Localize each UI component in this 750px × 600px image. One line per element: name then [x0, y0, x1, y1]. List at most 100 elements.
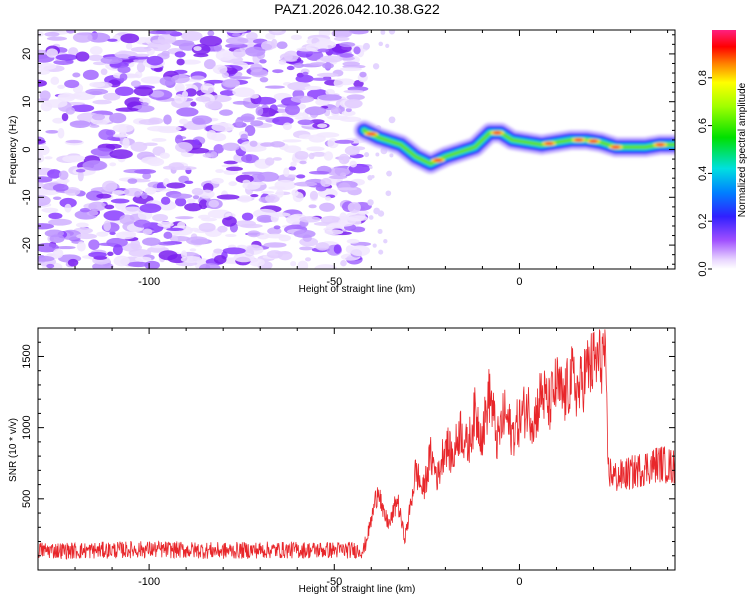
noise-blob — [293, 62, 305, 69]
noise-blob — [244, 46, 266, 57]
faint-speckle — [364, 152, 370, 158]
noise-blob — [174, 134, 183, 145]
signal-hotspot-core — [544, 142, 554, 146]
noise-blob — [339, 41, 356, 48]
noise-blob — [201, 217, 218, 222]
noise-blob — [309, 190, 319, 200]
noise-blob — [272, 69, 284, 74]
noise-blob — [198, 222, 216, 232]
spectrogram-x-tick-label: -50 — [326, 276, 342, 288]
noise-blob — [168, 162, 185, 171]
noise-blob — [195, 96, 211, 103]
noise-blob — [298, 134, 314, 140]
noise-blob — [127, 178, 138, 184]
noise-blob — [256, 116, 271, 120]
noise-blob — [64, 79, 80, 89]
noise-blob — [288, 166, 297, 171]
noise-blob — [153, 66, 163, 73]
noise-blob — [85, 190, 104, 201]
snr-series-line — [38, 329, 675, 560]
noise-blob — [107, 251, 114, 257]
noise-blob — [57, 84, 66, 90]
noise-blob — [61, 112, 69, 122]
spectrogram-y-tick-label: 20 — [21, 48, 33, 60]
noise-blob — [198, 263, 221, 269]
noise-blob — [337, 187, 358, 191]
noise-blob — [52, 183, 69, 192]
noise-blob — [243, 244, 264, 255]
noise-blob — [144, 260, 160, 269]
noise-blob — [325, 88, 335, 96]
noise-blob — [259, 76, 269, 83]
noise-blob — [57, 127, 65, 139]
noise-blob — [170, 74, 190, 84]
noise-blob — [251, 181, 266, 186]
noise-blob — [304, 257, 312, 262]
noise-blob — [159, 76, 176, 86]
faint-speckle — [372, 243, 377, 248]
faint-speckle — [386, 171, 390, 176]
noise-blob — [232, 87, 255, 98]
noise-blob — [91, 113, 106, 121]
signal-hotspot-core — [366, 132, 376, 136]
noise-blob — [46, 36, 68, 41]
noise-blob — [294, 181, 318, 187]
noise-blob — [38, 154, 45, 163]
noise-blob — [150, 90, 165, 98]
faint-speckle — [373, 207, 381, 215]
faint-speckle — [362, 42, 370, 50]
noise-blob — [260, 142, 275, 147]
signal-hotspot-core — [492, 131, 502, 135]
noise-blob — [228, 181, 238, 187]
faint-speckle — [367, 175, 373, 181]
noise-blob — [58, 170, 69, 181]
noise-blob — [310, 77, 332, 81]
noise-blob — [261, 40, 276, 51]
noise-blob — [255, 106, 264, 116]
noise-blob — [119, 214, 135, 225]
noise-blob — [297, 260, 309, 269]
noise-blob — [79, 207, 91, 213]
noise-blob — [38, 62, 57, 70]
noise-blob — [246, 32, 258, 41]
faint-speckle — [389, 116, 396, 123]
noise-blob — [219, 89, 236, 97]
faint-speckle — [375, 152, 380, 157]
noise-blob — [293, 229, 316, 238]
noise-blob — [144, 187, 157, 195]
noise-blob — [113, 255, 130, 267]
noise-blob — [82, 69, 99, 81]
noise-blob — [233, 252, 255, 263]
noise-blob — [65, 107, 76, 115]
noise-blob — [130, 46, 152, 53]
noise-blob — [323, 151, 334, 161]
noise-blob — [69, 120, 91, 128]
spectrogram-signal-track — [353, 120, 675, 174]
noise-blob — [193, 53, 209, 58]
noise-blob — [86, 210, 99, 216]
noise-blob — [264, 157, 275, 166]
noise-blob — [250, 68, 269, 78]
noise-blob — [264, 85, 285, 89]
noise-blob — [225, 30, 248, 34]
noise-blob — [299, 246, 314, 251]
noise-blob — [141, 192, 148, 199]
noise-blob — [158, 250, 178, 261]
noise-blob — [240, 113, 255, 123]
noise-blob — [134, 256, 152, 262]
noise-blob — [177, 221, 186, 229]
noise-blob — [221, 71, 229, 79]
noise-blob — [109, 112, 127, 124]
faint-speckle — [369, 165, 373, 170]
noise-blob — [254, 96, 277, 105]
noise-blob — [134, 169, 157, 175]
noise-blob — [39, 90, 51, 101]
noise-blob — [176, 107, 199, 117]
noise-blob — [163, 114, 172, 125]
noise-blob — [182, 90, 189, 98]
noise-blob — [296, 174, 306, 179]
noise-blob — [186, 236, 209, 246]
spectrogram-y-tick-label: -20 — [21, 237, 33, 253]
noise-blob — [41, 207, 59, 213]
